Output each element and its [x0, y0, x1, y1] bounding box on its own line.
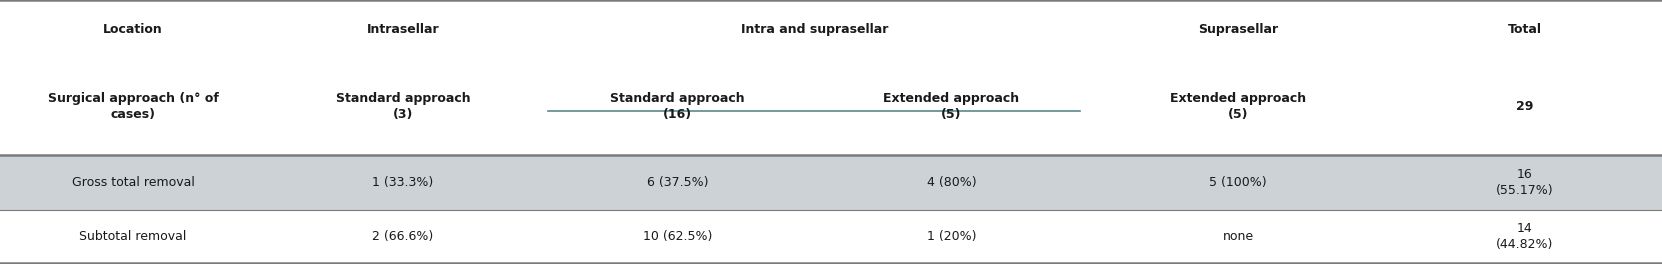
Text: Gross total removal: Gross total removal	[71, 176, 194, 189]
Text: 29: 29	[1516, 100, 1534, 113]
Text: Standard approach
(16): Standard approach (16)	[610, 92, 745, 121]
Text: 6 (37.5%): 6 (37.5%)	[647, 176, 708, 189]
Text: 5 (100%): 5 (100%)	[1210, 176, 1266, 189]
Text: 10 (62.5%): 10 (62.5%)	[643, 230, 711, 243]
Text: Total: Total	[1507, 22, 1542, 36]
Text: 1 (33.3%): 1 (33.3%)	[372, 176, 434, 189]
Text: Extended approach
(5): Extended approach (5)	[1170, 92, 1306, 121]
Text: 4 (80%): 4 (80%)	[927, 176, 976, 189]
Text: Standard approach
(3): Standard approach (3)	[336, 92, 470, 121]
Text: none: none	[1223, 230, 1253, 243]
Text: 14
(44.82%): 14 (44.82%)	[1496, 223, 1554, 251]
Text: Intra and suprasellar: Intra and suprasellar	[741, 22, 888, 36]
Bar	[0, 155, 1662, 210]
Text: 1 (20%): 1 (20%)	[927, 230, 976, 243]
Text: Surgical approach (n° of
cases): Surgical approach (n° of cases)	[48, 92, 218, 121]
Text: Subtotal removal: Subtotal removal	[80, 230, 186, 243]
Bar	[0, 210, 1662, 264]
Text: 16
(55.17%): 16 (55.17%)	[1496, 168, 1554, 197]
Text: 2 (66.6%): 2 (66.6%)	[372, 230, 434, 243]
Text: Extended approach
(5): Extended approach (5)	[884, 92, 1019, 121]
Text: Intrasellar: Intrasellar	[367, 22, 439, 36]
Text: Suprasellar: Suprasellar	[1198, 22, 1278, 36]
Text: Location: Location	[103, 22, 163, 36]
